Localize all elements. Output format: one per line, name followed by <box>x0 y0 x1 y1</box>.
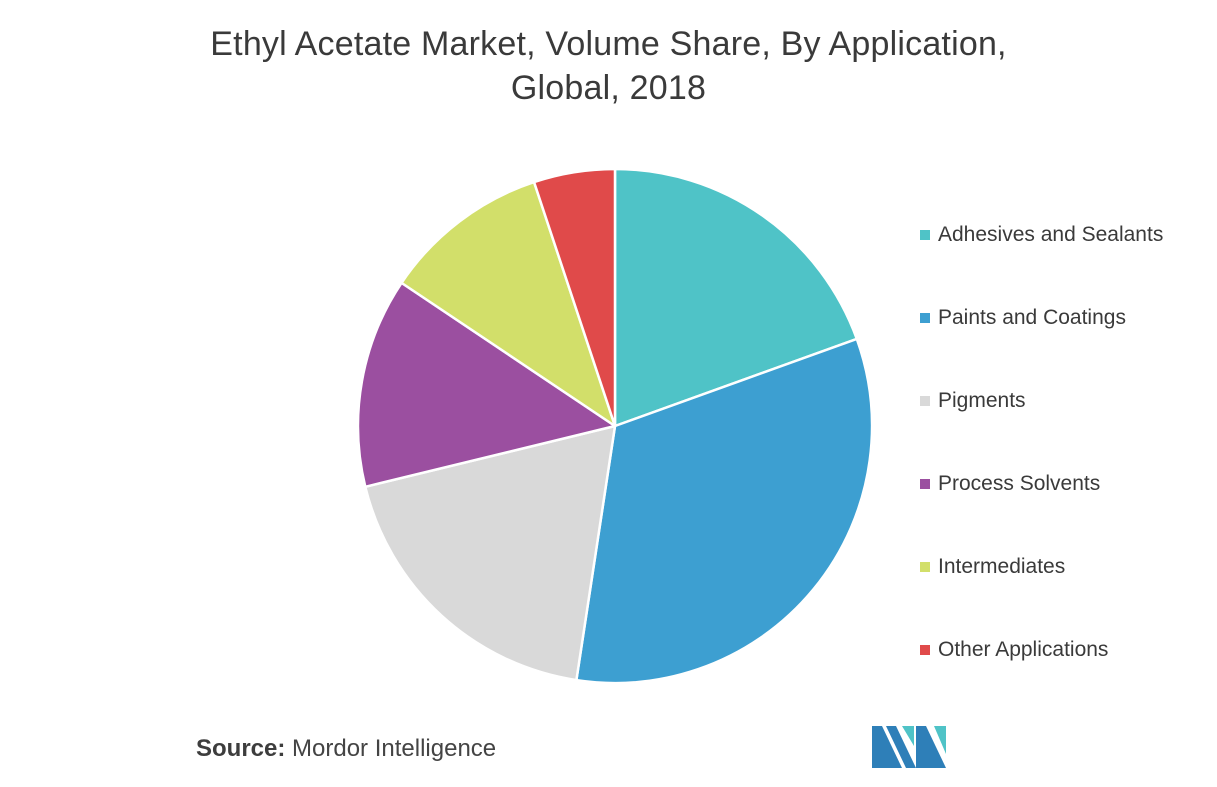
source-label: Source: <box>196 735 286 762</box>
legend-item-paints-and-coatings: Paints and Coatings <box>920 301 1210 384</box>
legend-swatch-other-applications <box>920 645 930 655</box>
pie-slice-intermediates <box>400 180 617 428</box>
pie-slice-paints-and-coatings <box>575 337 874 685</box>
chart-title-line-1: Ethyl Acetate Market, Volume Share, By A… <box>210 25 1007 63</box>
pie-slice-pigments <box>364 424 617 682</box>
legend-swatch-intermediates <box>920 562 930 572</box>
source-value: Mordor Intelligence <box>292 735 497 762</box>
pie-chart <box>356 167 874 685</box>
pie-slice-other-applications <box>532 167 617 428</box>
pie-slice-adhesives-and-sealants <box>613 167 859 428</box>
legend-label-pigments: Pigments <box>938 389 1026 412</box>
legend-item-pigments: Pigments <box>920 384 1210 467</box>
legend-label-adhesives-and-sealants: Adhesives and Sealants <box>938 223 1164 246</box>
legend-swatch-paints-and-coatings <box>920 313 930 323</box>
chart-title: Ethyl Acetate Market, Volume Share, By A… <box>0 22 1217 110</box>
pie-slice-process-solvents <box>356 281 617 489</box>
legend-swatch-pigments <box>920 396 930 406</box>
mordor-intelligence-logo <box>872 726 946 768</box>
legend-swatch-process-solvents <box>920 479 930 489</box>
legend-label-paints-and-coatings: Paints and Coatings <box>938 306 1126 329</box>
legend-label-other-applications: Other Applications <box>938 638 1109 661</box>
source-note: Source: Mordor Intelligence <box>196 733 496 765</box>
chart-title-line-2: Global, 2018 <box>510 69 707 107</box>
legend-item-intermediates: Intermediates <box>920 550 1210 633</box>
legend-swatch-adhesives-and-sealants <box>920 230 930 240</box>
chart-legend: Adhesives and Sealants Paints and Coating… <box>920 218 1210 716</box>
legend-item-other-applications: Other Applications <box>920 633 1210 716</box>
legend-item-process-solvents: Process Solvents <box>920 467 1210 550</box>
legend-item-adhesives-and-sealants: Adhesives and Sealants <box>920 218 1210 301</box>
legend-label-intermediates: Intermediates <box>938 555 1066 578</box>
legend-label-process-solvents: Process Solvents <box>938 472 1101 495</box>
